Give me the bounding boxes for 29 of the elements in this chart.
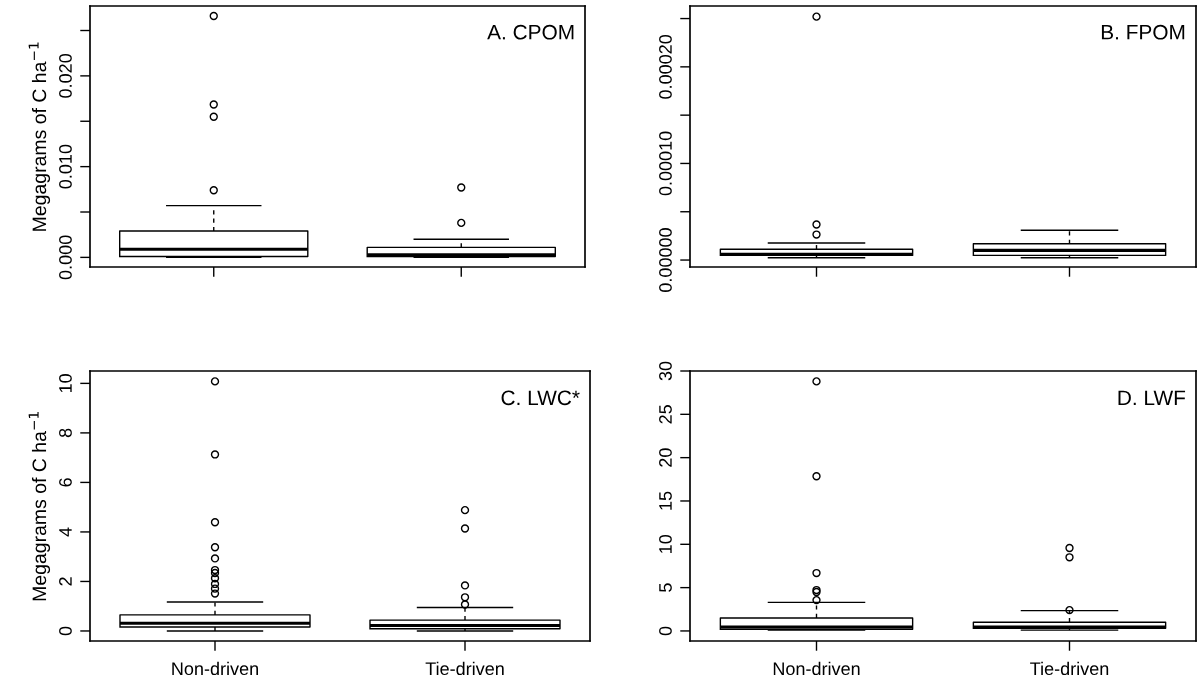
y-tick-label: 0.000 bbox=[59, 235, 72, 280]
y-tick-label: 2 bbox=[59, 577, 72, 586]
x-tick-label: Non-driven bbox=[172, 661, 258, 676]
y-tick-label: 0.020 bbox=[59, 53, 72, 98]
y-axis-title: Megagrams of C ha$^{−1}$ bbox=[28, 412, 51, 601]
y-tick-label: 0.00010 bbox=[659, 131, 672, 196]
y-tick-label: 0 bbox=[659, 626, 672, 636]
y-tick-label: 30 bbox=[659, 361, 672, 381]
y-tick-label: 4 bbox=[59, 527, 72, 537]
x-tick-label: Tie-driven bbox=[1030, 661, 1109, 676]
text: C. LWC* bbox=[501, 390, 580, 406]
text: B. FPOM bbox=[1101, 24, 1185, 40]
text: A. CPOM bbox=[487, 24, 574, 40]
y-tick-label: 8 bbox=[59, 428, 72, 438]
x-tick-label: Tie-driven bbox=[425, 661, 504, 676]
y-tick-label: 0.010 bbox=[59, 144, 72, 189]
y-tick-label: 5 bbox=[659, 583, 672, 592]
y-axis-title: Megagrams of C ha$^{−1}$ bbox=[28, 42, 51, 231]
x-tick-label: Non-driven bbox=[773, 661, 860, 676]
y-tick-label: 0 bbox=[59, 626, 72, 636]
y-tick-label: 10 bbox=[659, 534, 672, 553]
y-tick-label: 15 bbox=[659, 491, 672, 510]
text: D. LWF bbox=[1118, 390, 1186, 405]
y-tick-label: 10 bbox=[59, 374, 72, 393]
y-tick-label: 0.00020 bbox=[659, 34, 672, 99]
y-tick-label: 25 bbox=[659, 405, 672, 424]
y-tick-label: 20 bbox=[659, 448, 672, 467]
y-tick-label: 0.00000 bbox=[659, 228, 672, 292]
y-tick-label: 6 bbox=[59, 478, 72, 487]
